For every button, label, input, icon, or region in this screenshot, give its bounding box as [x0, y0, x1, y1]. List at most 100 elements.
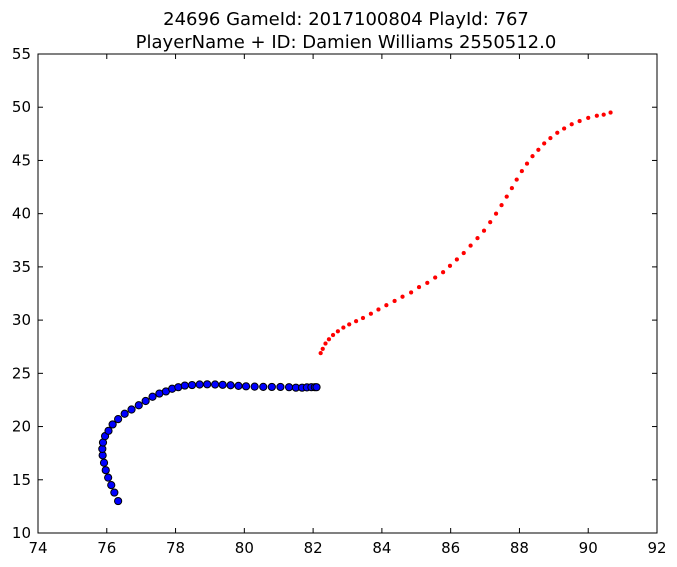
data-point: [108, 420, 117, 429]
x-tick-label: 92: [647, 539, 666, 557]
data-point: [514, 177, 519, 182]
data-point: [481, 228, 487, 233]
data-point: [134, 401, 143, 410]
data-point: [114, 415, 123, 424]
series-layer: [98, 110, 613, 506]
data-point: [347, 322, 352, 327]
data-point: [586, 115, 591, 121]
data-point: [425, 280, 430, 286]
data-point: [353, 319, 359, 324]
data-point: [276, 382, 285, 392]
series-1: [98, 380, 321, 506]
x-tick-label: 78: [166, 539, 185, 557]
data-point: [475, 235, 480, 241]
data-point: [562, 126, 567, 131]
data-point: [195, 380, 204, 389]
data-point: [141, 396, 150, 406]
data-point: [259, 382, 268, 391]
data-point: [127, 405, 136, 414]
y-tick-label: 55: [12, 45, 31, 63]
data-point: [203, 380, 212, 389]
y-tick-label: 25: [12, 364, 31, 382]
y-tick-label: 20: [12, 418, 31, 436]
data-point: [548, 135, 553, 141]
data-point: [400, 294, 405, 299]
data-point: [341, 325, 346, 330]
data-point: [440, 270, 446, 275]
data-point: [104, 473, 113, 482]
data-point: [320, 346, 325, 352]
data-point: [226, 381, 235, 390]
data-point: [488, 220, 493, 225]
y-tick-label: 45: [12, 151, 31, 169]
y-tick-label: 35: [12, 258, 31, 276]
data-point: [267, 382, 276, 392]
data-point: [555, 130, 560, 135]
series-2: [318, 110, 613, 356]
data-point: [601, 112, 606, 117]
data-point: [499, 203, 504, 208]
y-tick-label: 30: [12, 311, 31, 329]
axis-ticks: 74 76 78 80 82 84 86 88 90 92 10 15 20 25 30 35 40 45 50 55: [12, 45, 667, 557]
y-tick-label: 10: [12, 524, 31, 542]
data-point: [101, 466, 110, 475]
data-point: [408, 290, 414, 295]
data-point: [330, 332, 336, 338]
data-point: [241, 382, 251, 391]
data-point: [608, 110, 613, 115]
data-point: [416, 284, 422, 290]
data-point: [542, 141, 547, 146]
x-tick-label: 82: [304, 539, 323, 557]
data-point: [433, 275, 438, 280]
data-point: [536, 147, 541, 152]
data-point: [323, 341, 328, 346]
data-point: [284, 383, 294, 392]
x-tick-label: 74: [28, 539, 47, 557]
data-point: [250, 382, 259, 391]
x-tick-label: 80: [235, 539, 254, 557]
x-tick-label: 84: [372, 539, 391, 557]
data-point: [530, 154, 535, 159]
plot-area: [37, 53, 658, 534]
data-point: [454, 257, 460, 262]
x-tick-label: 88: [510, 539, 529, 557]
x-tick-label: 86: [441, 539, 460, 557]
data-point: [468, 243, 473, 248]
x-tick-label: 90: [579, 539, 598, 557]
y-tick-label: 50: [12, 98, 31, 116]
data-point: [110, 488, 119, 497]
data-point: [447, 263, 453, 268]
data-point: [569, 122, 574, 127]
data-point: [376, 307, 381, 312]
data-point: [187, 380, 197, 390]
data-point: [577, 118, 582, 124]
data-point: [107, 481, 116, 490]
data-point: [104, 426, 113, 435]
data-point: [120, 409, 129, 418]
data-point: [99, 458, 109, 467]
data-point: [504, 194, 509, 199]
data-point: [318, 350, 323, 356]
data-point: [519, 168, 525, 174]
data-point: [326, 337, 332, 342]
data-point: [360, 315, 366, 321]
data-point: [312, 383, 321, 392]
data-point: [461, 250, 466, 256]
data-point: [392, 298, 397, 304]
data-point: [211, 380, 220, 389]
data-point: [335, 329, 341, 334]
data-point: [234, 381, 243, 390]
data-point: [594, 113, 599, 118]
x-tick-label: 76: [97, 539, 116, 557]
data-point: [493, 211, 499, 216]
data-point: [384, 303, 389, 308]
data-point: [218, 380, 227, 389]
data-point: [509, 185, 515, 191]
y-tick-label: 15: [12, 471, 31, 489]
chart-subtitle: PlayerName + ID: Damien Williams 2550512…: [136, 32, 557, 53]
data-point: [174, 383, 183, 392]
data-point: [114, 496, 123, 506]
data-point: [368, 311, 374, 316]
data-point: [524, 161, 530, 166]
